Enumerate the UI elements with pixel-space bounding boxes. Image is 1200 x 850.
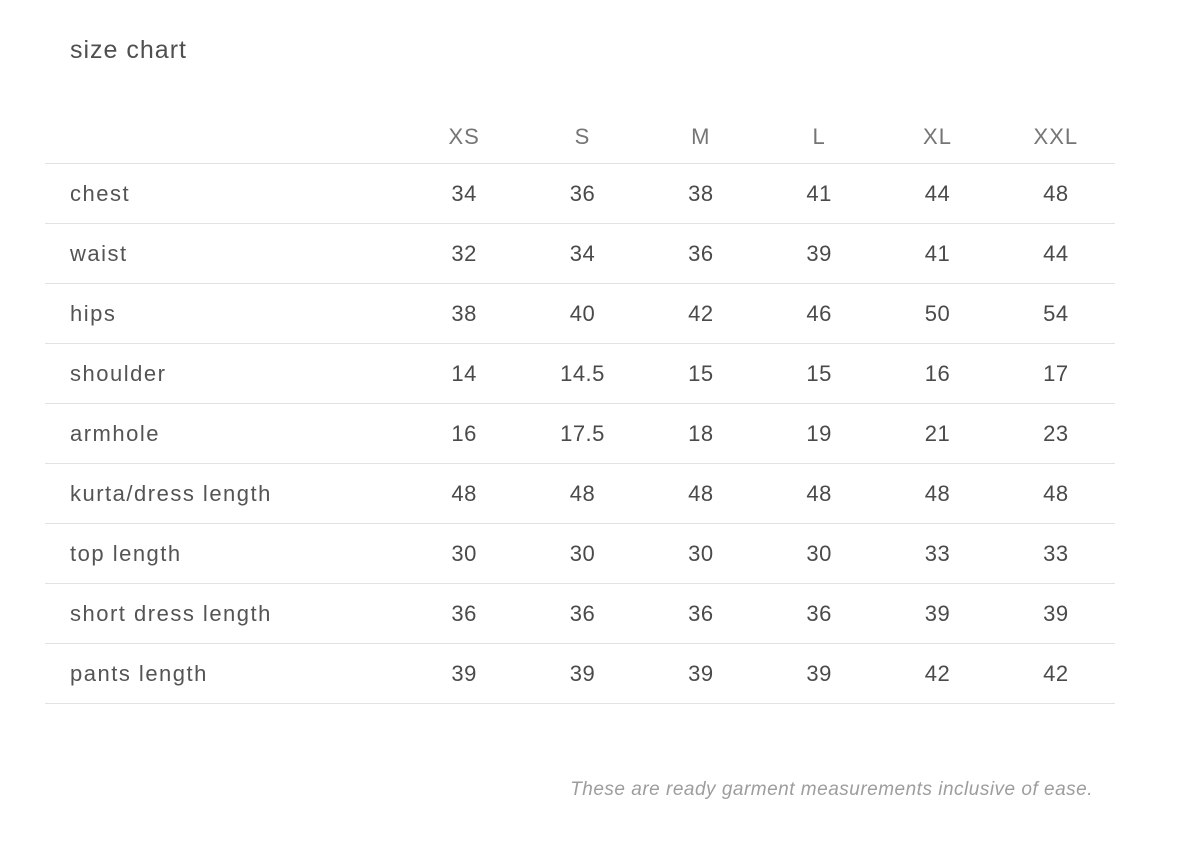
measurement-value: 34 bbox=[523, 223, 642, 284]
measurement-row: chest 34 36 38 41 44 48 bbox=[45, 163, 1115, 224]
measurement-row: short dress length 36 36 36 36 39 39 bbox=[45, 583, 1115, 644]
measurement-label: hips bbox=[45, 283, 405, 344]
measurement-value: 36 bbox=[523, 583, 642, 644]
measurement-label: pants length bbox=[45, 643, 405, 704]
size-chart-table: XS S M L XL XXL chest 34 36 38 41 44 48 waist 32 34 36 3… bbox=[45, 110, 1115, 704]
measurement-value: 48 bbox=[759, 463, 879, 524]
measurement-value: 41 bbox=[878, 223, 997, 284]
measurement-label: chest bbox=[45, 163, 405, 224]
measurement-value: 36 bbox=[405, 583, 524, 644]
measurement-value: 39 bbox=[759, 223, 879, 284]
measurement-value: 34 bbox=[405, 163, 524, 224]
measurement-value: 48 bbox=[878, 463, 997, 524]
measurement-value: 36 bbox=[523, 163, 642, 224]
measurement-value: 17 bbox=[996, 343, 1115, 404]
size-header-row: XS S M L XL XXL bbox=[45, 110, 1115, 164]
measurement-value: 44 bbox=[996, 223, 1115, 284]
measurement-value: 19 bbox=[759, 403, 879, 464]
measurement-value: 42 bbox=[996, 643, 1115, 704]
measurement-column-header bbox=[45, 110, 405, 164]
size-column-header: L bbox=[759, 110, 879, 164]
measurement-value: 54 bbox=[996, 283, 1115, 344]
measurement-row: shoulder 14 14.5 15 15 16 17 bbox=[45, 343, 1115, 404]
measurement-value: 48 bbox=[405, 463, 524, 524]
measurement-value: 30 bbox=[641, 523, 760, 584]
measurement-value: 36 bbox=[641, 223, 760, 284]
page-title: size chart bbox=[70, 36, 187, 64]
measurement-row: kurta/dress length 48 48 48 48 48 48 bbox=[45, 463, 1115, 524]
measurement-value: 42 bbox=[878, 643, 997, 704]
size-column-header: M bbox=[641, 110, 760, 164]
size-column-header: S bbox=[523, 110, 642, 164]
measurement-label: waist bbox=[45, 223, 405, 284]
measurement-value: 39 bbox=[641, 643, 760, 704]
measurement-value: 33 bbox=[878, 523, 997, 584]
measurement-label: shoulder bbox=[45, 343, 405, 404]
measurement-value: 15 bbox=[641, 343, 760, 404]
measurement-value: 46 bbox=[759, 283, 879, 344]
measurement-value: 48 bbox=[996, 463, 1115, 524]
measurement-value: 36 bbox=[641, 583, 760, 644]
measurement-row: pants length 39 39 39 39 42 42 bbox=[45, 643, 1115, 704]
measurement-value: 16 bbox=[405, 403, 524, 464]
measurement-value: 39 bbox=[405, 643, 524, 704]
measurement-row: waist 32 34 36 39 41 44 bbox=[45, 223, 1115, 284]
measurement-value: 48 bbox=[996, 163, 1115, 224]
measurement-value: 38 bbox=[641, 163, 760, 224]
measurement-value: 42 bbox=[641, 283, 760, 344]
measurement-row: armhole 16 17.5 18 19 21 23 bbox=[45, 403, 1115, 464]
measurement-value: 30 bbox=[523, 523, 642, 584]
measurement-label: top length bbox=[45, 523, 405, 584]
measurement-value: 23 bbox=[996, 403, 1115, 464]
measurement-value: 30 bbox=[759, 523, 879, 584]
measurement-value: 14 bbox=[405, 343, 524, 404]
measurement-value: 39 bbox=[996, 583, 1115, 644]
measurement-value: 50 bbox=[878, 283, 997, 344]
measurement-value: 39 bbox=[523, 643, 642, 704]
measurement-value: 38 bbox=[405, 283, 524, 344]
measurement-value: 15 bbox=[759, 343, 879, 404]
measurement-value: 41 bbox=[759, 163, 879, 224]
size-column-header: XXL bbox=[996, 110, 1115, 164]
measurement-value: 33 bbox=[996, 523, 1115, 584]
measurement-value: 18 bbox=[641, 403, 760, 464]
measurement-row: hips 38 40 42 46 50 54 bbox=[45, 283, 1115, 344]
measurement-value: 32 bbox=[405, 223, 524, 284]
measurement-value: 39 bbox=[759, 643, 879, 704]
measurement-value: 30 bbox=[405, 523, 524, 584]
measurement-value: 48 bbox=[523, 463, 642, 524]
measurement-value: 48 bbox=[641, 463, 760, 524]
measurement-label: short dress length bbox=[45, 583, 405, 644]
measurement-value: 17.5 bbox=[523, 403, 642, 464]
measurement-label: armhole bbox=[45, 403, 405, 464]
measurement-value: 39 bbox=[878, 583, 997, 644]
measurement-label: kurta/dress length bbox=[45, 463, 405, 524]
size-column-header: XL bbox=[878, 110, 997, 164]
measurement-value: 36 bbox=[759, 583, 879, 644]
measurement-value: 16 bbox=[878, 343, 997, 404]
measurement-value: 40 bbox=[523, 283, 642, 344]
size-column-header: XS bbox=[405, 110, 524, 164]
measurement-value: 21 bbox=[878, 403, 997, 464]
footnote: These are ready garment measurements inc… bbox=[570, 779, 1093, 800]
measurement-value: 14.5 bbox=[523, 343, 642, 404]
measurement-value: 44 bbox=[878, 163, 997, 224]
measurement-row: top length 30 30 30 30 33 33 bbox=[45, 523, 1115, 584]
